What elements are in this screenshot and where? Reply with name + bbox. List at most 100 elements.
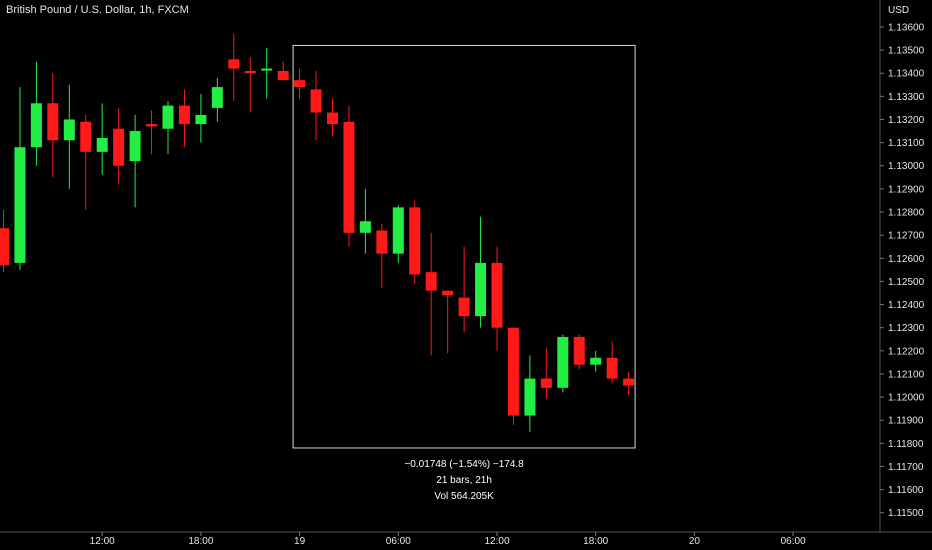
time-tick-label: 06:00	[781, 536, 806, 547]
time-tick-label: 18:00	[583, 536, 608, 547]
candle	[442, 290, 454, 354]
candle-body	[211, 87, 223, 108]
candle-body	[63, 119, 75, 141]
candle-body	[277, 70, 289, 81]
time-tick-label: 12:00	[90, 536, 115, 547]
price-tick-label: 1.13600	[888, 22, 925, 33]
time-tick-label: 20	[689, 536, 701, 547]
candle-body	[162, 105, 174, 129]
candle-body	[178, 105, 190, 125]
candle	[606, 341, 618, 384]
candle	[14, 87, 26, 270]
candle-body	[507, 327, 519, 416]
candle-body	[359, 221, 371, 233]
candle	[425, 232, 437, 356]
price-tick-label: 1.12300	[888, 323, 925, 334]
candle	[146, 110, 158, 155]
price-tick-label: 1.12600	[888, 254, 925, 265]
candle-body	[80, 121, 92, 152]
candle	[30, 61, 42, 166]
candle-body	[557, 336, 569, 388]
candle-body	[475, 262, 487, 317]
candle-body	[425, 272, 437, 291]
time-tick-label: 18:00	[188, 536, 213, 547]
candle	[392, 205, 404, 263]
price-tick-label: 1.11700	[888, 462, 924, 473]
price-tick-label: 1.12700	[888, 231, 925, 242]
candle	[113, 107, 125, 185]
measure-range-box[interactable]: −0.01748 (−1.54%) −174.8 21 bars, 21h Vol …	[292, 44, 636, 502]
candle	[491, 246, 503, 351]
price-tick-label: 1.12000	[888, 393, 925, 404]
candle	[376, 223, 388, 289]
candle	[557, 334, 569, 393]
candle-body	[491, 262, 503, 328]
candle-body	[195, 114, 207, 125]
candle-body	[442, 290, 454, 296]
candle	[277, 61, 289, 81]
candle	[162, 100, 174, 155]
candle	[129, 114, 141, 208]
candle	[540, 348, 552, 400]
candle-body	[458, 297, 470, 317]
time-tick-label: 19	[294, 536, 306, 547]
candle-body	[261, 68, 273, 71]
candle	[573, 334, 585, 370]
candle	[359, 188, 371, 254]
candle	[96, 103, 108, 175]
price-tick-label: 1.11600	[888, 485, 924, 496]
price-tick-label: 1.13000	[888, 161, 925, 172]
price-axis[interactable]: USD 1.13600 1.13500 1.13400 1.13300 1.13200 1.…	[879, 0, 925, 532]
candle	[195, 94, 207, 143]
time-tick-label: 12:00	[484, 536, 509, 547]
candle-body	[409, 207, 421, 275]
candle-body	[129, 131, 141, 162]
measure-bars-label: 21 bars, 21h	[436, 475, 492, 486]
price-tick-label: 1.13200	[888, 115, 925, 126]
candle-body	[47, 103, 59, 141]
price-tick-label: 1.11800	[888, 439, 924, 450]
price-tick-label: 1.13500	[888, 46, 925, 57]
candle-body	[228, 59, 240, 69]
chart-title: British Pound / U.S. Dollar, 1h, FXCM	[6, 4, 189, 16]
candle-body	[0, 228, 9, 266]
candle	[327, 98, 338, 136]
candle-body	[96, 137, 108, 152]
candle	[244, 57, 256, 113]
candle-body	[573, 336, 585, 365]
candle-body	[327, 112, 338, 125]
price-tick-label: 1.11900	[888, 416, 924, 427]
candle-body	[606, 357, 618, 379]
price-tick-label: 1.13100	[888, 138, 925, 149]
candle	[178, 89, 190, 148]
price-tick-label: 1.11500	[888, 508, 924, 519]
candle	[343, 105, 355, 247]
candle	[310, 70, 322, 141]
candle	[409, 200, 421, 284]
candle	[63, 84, 75, 189]
candle	[294, 68, 306, 99]
candle	[228, 33, 240, 101]
candle	[623, 371, 635, 395]
candles-layer	[0, 33, 635, 432]
price-tick-label: 1.13300	[888, 92, 925, 103]
candle	[261, 47, 273, 99]
candle-body	[343, 121, 355, 233]
candle-body	[113, 128, 125, 166]
candle	[458, 246, 470, 333]
price-tick-label: 1.12900	[888, 184, 925, 195]
candle-body	[590, 357, 602, 365]
candle	[524, 355, 536, 432]
time-axis[interactable]: 12:00 18:00 19 06:00 12:00 18:00 20 06:00	[0, 531, 932, 547]
time-tick-label: 06:00	[386, 536, 411, 547]
candle-body	[294, 80, 306, 88]
candle	[475, 216, 487, 328]
measure-volume-label: Vol 564.205K	[434, 491, 494, 502]
candle-body	[540, 378, 552, 388]
candle-body	[392, 207, 404, 254]
price-tick-label: 1.13400	[888, 69, 925, 80]
candle	[0, 209, 9, 273]
candle	[211, 77, 223, 122]
currency-label: USD	[888, 5, 909, 16]
